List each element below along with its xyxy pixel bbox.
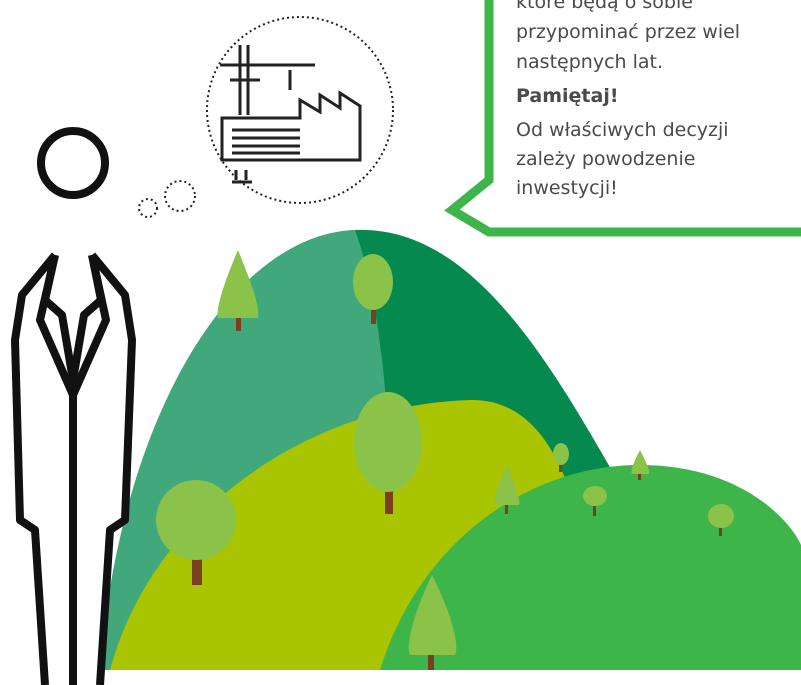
bubble-line: przypominać przez wiel bbox=[516, 21, 740, 43]
illustration: które będą o sobie przypominać przez wie… bbox=[0, 0, 801, 685]
bubble-message: zależy powodzenie bbox=[516, 148, 695, 170]
bubble-line: następnych lat. bbox=[516, 51, 663, 73]
factory-icon bbox=[220, 45, 360, 182]
page: które będą o sobie przypominać przez wie… bbox=[0, 0, 801, 685]
bubble-message: Od właściwych decyzji bbox=[516, 119, 729, 141]
bubble-heading: Pamiętaj! bbox=[516, 85, 619, 107]
bubble-line: które będą o sobie bbox=[516, 0, 693, 13]
bubble-message: inwestycji! bbox=[516, 177, 618, 199]
